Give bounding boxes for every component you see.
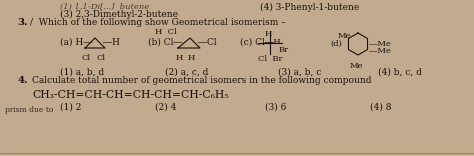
Text: (c) Cl―: (c) Cl―	[240, 38, 274, 47]
Text: /  Which of the following show Geometrical isomerism –: / Which of the following show Geometrica…	[30, 18, 286, 27]
Text: Cl  Br: Cl Br	[258, 55, 283, 63]
Text: (1) a, b, d: (1) a, b, d	[60, 68, 104, 77]
Text: Me: Me	[338, 32, 352, 40]
Text: H: H	[176, 54, 183, 62]
Text: (2) a, c, d: (2) a, c, d	[165, 68, 209, 77]
Text: (4) 3-Phenyl-1-butene: (4) 3-Phenyl-1-butene	[260, 3, 359, 12]
Text: (2) 4: (2) 4	[155, 103, 176, 112]
Text: (3) a, b, c: (3) a, b, c	[278, 68, 321, 77]
Text: H: H	[265, 30, 273, 38]
Text: (1) 1,1-Di[...]  butene: (1) 1,1-Di[...] butene	[60, 3, 149, 11]
Text: Br: Br	[279, 46, 289, 54]
Text: Cl: Cl	[97, 54, 106, 62]
Text: 4.: 4.	[18, 76, 28, 85]
Text: (3) 6: (3) 6	[265, 103, 286, 112]
Text: (b) Cl―: (b) Cl―	[148, 38, 182, 47]
Text: Calculate total number of geometrical isomers in the following compound: Calculate total number of geometrical is…	[32, 76, 372, 85]
Text: (d): (d)	[330, 40, 342, 48]
Text: (4) 8: (4) 8	[370, 103, 392, 112]
Text: ―H: ―H	[103, 38, 120, 47]
Text: H  Cl: H Cl	[155, 28, 177, 36]
Text: Me: Me	[350, 62, 364, 70]
Text: Cl: Cl	[82, 54, 91, 62]
Text: 3.: 3.	[18, 18, 28, 27]
Text: ―Me: ―Me	[369, 47, 391, 55]
Text: ―H: ―H	[265, 38, 281, 46]
Text: H: H	[188, 54, 195, 62]
Text: ―Cl: ―Cl	[198, 38, 217, 47]
Text: (4) b, c, d: (4) b, c, d	[378, 68, 422, 77]
Text: CH₃-CH=CH-CH=CH-CH=CH-C₆H₅: CH₃-CH=CH-CH=CH-CH=CH-C₆H₅	[32, 90, 229, 100]
Text: ―Me: ―Me	[369, 40, 391, 48]
Text: (a) H―: (a) H―	[60, 38, 92, 47]
Text: (1) 2: (1) 2	[60, 103, 82, 112]
Text: prism due to: prism due to	[5, 106, 54, 114]
Text: (3) 2,3-Dimethyl-2-butene: (3) 2,3-Dimethyl-2-butene	[60, 10, 178, 19]
